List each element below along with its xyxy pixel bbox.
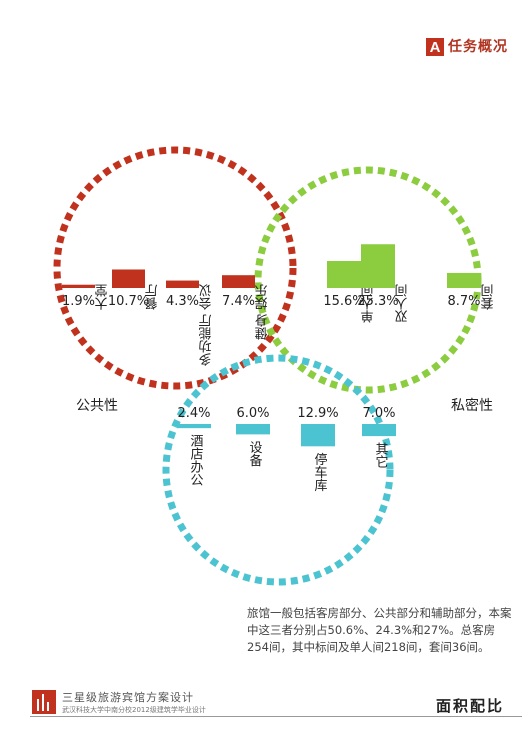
bar-0-0 — [62, 284, 95, 288]
category-label-0-3: 健身 娱乐 — [255, 284, 271, 341]
bar-0-1 — [112, 269, 145, 288]
value-label-0-3: 7.4% — [222, 294, 255, 309]
section-header: A 任务概况 — [426, 38, 531, 58]
value-label-1-0: 15.6% — [323, 294, 364, 309]
value-label-2-3: 7.0% — [362, 406, 395, 421]
value-label-2-2: 12.9% — [297, 406, 338, 421]
bar-2-2 — [301, 424, 335, 447]
public-circle — [53, 146, 297, 390]
value-label-0-0: 1.9% — [62, 294, 95, 309]
value-label-0-1: 10.7% — [108, 294, 149, 309]
bar-0-3 — [222, 275, 255, 288]
category-label-0-0: 大堂 — [95, 284, 111, 310]
category-label-1-2: 套间 — [481, 284, 497, 311]
bar-2-0 — [177, 424, 211, 429]
section-logo: A — [426, 38, 444, 56]
bar-0-2 — [166, 280, 199, 288]
category-label-2-2: 停车库 — [312, 452, 328, 493]
bar-2-3 — [362, 424, 396, 437]
bar-2-1 — [236, 424, 270, 435]
bar-1-2 — [447, 272, 481, 288]
category-label-2-3: 其它 — [373, 442, 389, 468]
section-title: 任务概况 — [448, 39, 508, 55]
category-label-0-1: 餐厅 — [145, 284, 161, 311]
footer-section-title: 面积配比 — [436, 697, 505, 715]
bar-1-0 — [327, 261, 361, 288]
footer-logo — [32, 690, 56, 714]
description-text: 旅馆一般包括客房部分、公共部分和辅助部分，本案中这三者分别占50.6%、24.3… — [247, 606, 512, 654]
value-label-0-2: 4.3% — [166, 294, 199, 309]
footer-subtitle: 武汉科技大学中南分校2012级建筑学毕业设计 — [62, 706, 206, 714]
footer-divider — [30, 716, 522, 717]
category-label-2-0: 酒店办公 — [188, 434, 204, 486]
category-label-1-1: 双人间 — [395, 284, 411, 323]
category-label-2-1: 设备 — [247, 440, 263, 467]
category-label-0-2: 多功能厅 会议 — [199, 283, 215, 367]
group-label-public: 公共性 — [76, 398, 118, 414]
value-label-2-1: 6.0% — [236, 406, 269, 421]
value-label-2-0: 2.4% — [177, 406, 210, 421]
bar-1-1 — [361, 244, 395, 288]
group-label-private: 私密性 — [451, 397, 493, 414]
value-label-1-1: 25.3% — [357, 294, 398, 309]
value-label-1-2: 8.7% — [447, 294, 480, 309]
category-label-1-0: 单人间 — [361, 284, 377, 323]
footer-title: 三星级旅游宾馆方案设计 — [62, 691, 194, 704]
auxiliary-circle — [162, 354, 394, 586]
